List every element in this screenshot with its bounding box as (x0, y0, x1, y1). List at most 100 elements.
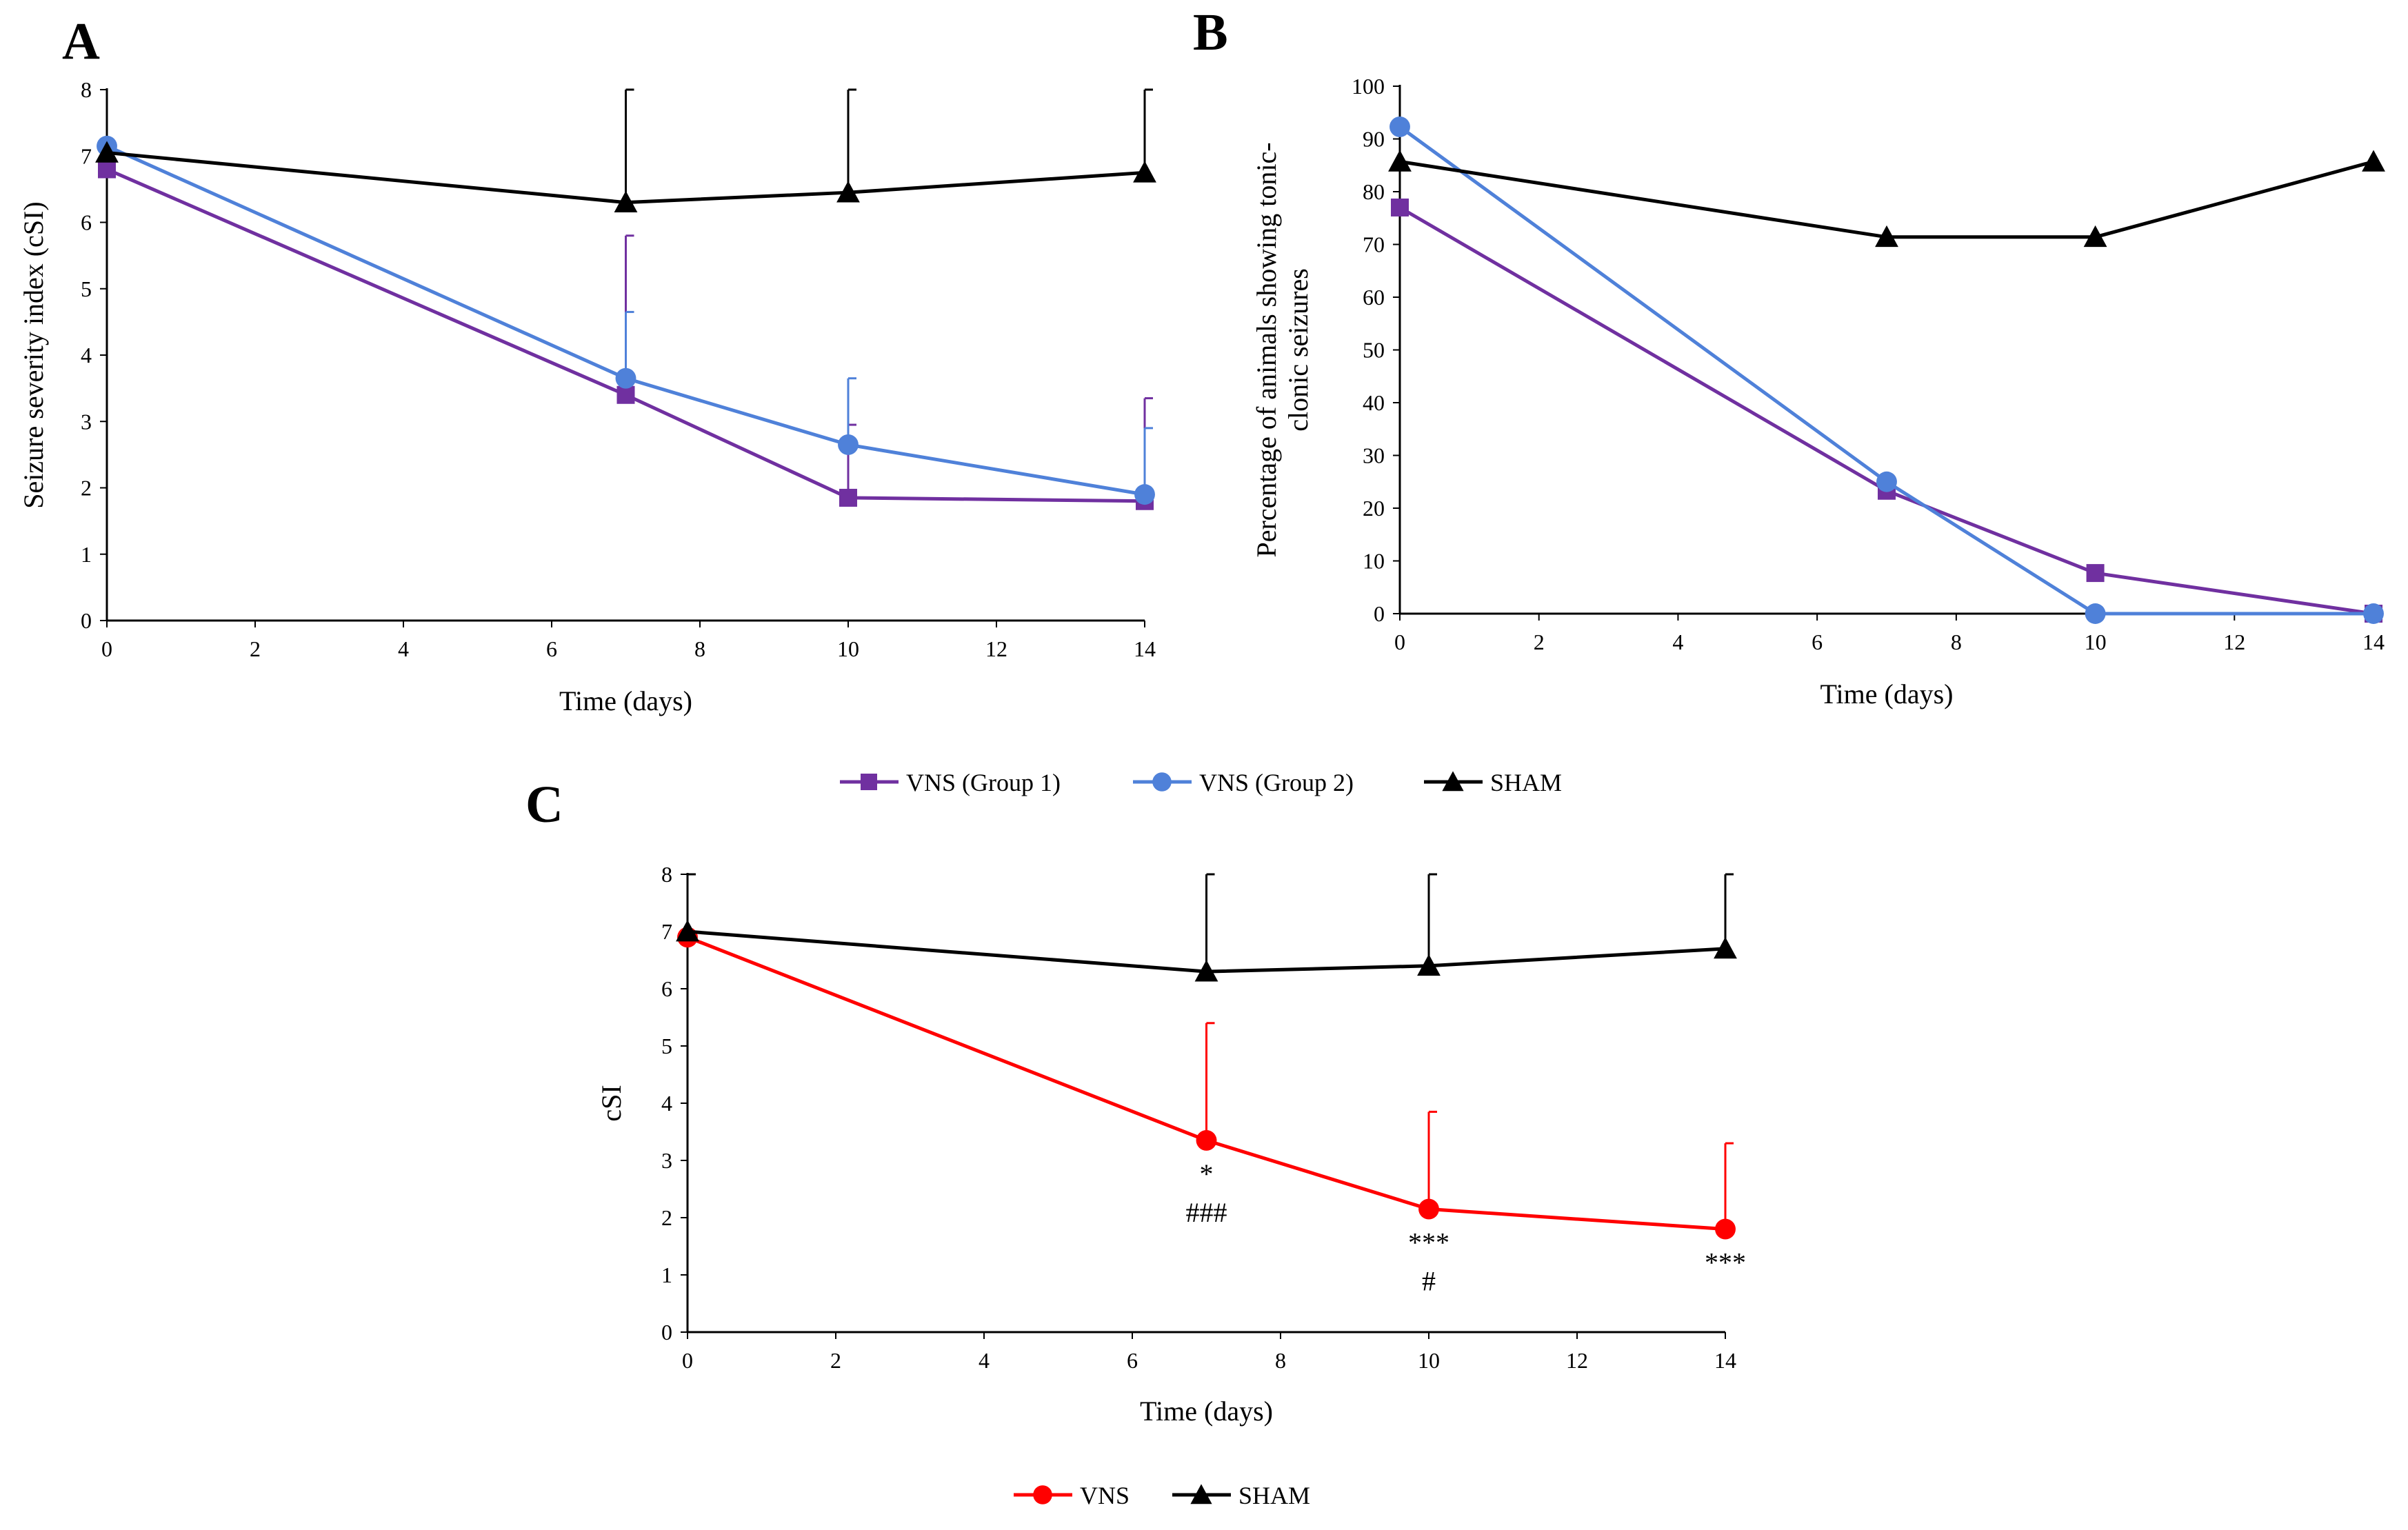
y-tick-label: 100 (1352, 74, 1385, 99)
y-tick-label: 20 (1363, 496, 1385, 521)
x-tick-label: 4 (398, 636, 409, 661)
series-line-vns (687, 935, 1726, 1231)
series-line-sham (106, 150, 1145, 205)
series-line-vns-group-2 (106, 144, 1145, 496)
significance-annotation: *** (1705, 1247, 1746, 1278)
y-tick-label: 1 (661, 1262, 672, 1287)
x-tick-label: 12 (985, 636, 1007, 661)
panel-letter: C (525, 776, 563, 834)
data-point-vns-group-1 (2086, 564, 2105, 583)
x-tick-label: 8 (694, 636, 705, 661)
data-point-vns-group-2 (615, 368, 636, 389)
y-tick-label: 4 (81, 343, 92, 368)
y-axis-label: clonic seizures (1283, 268, 1314, 432)
legend-marker (861, 774, 877, 790)
x-axis-label: Time (days) (559, 685, 692, 716)
panel-letter: B (1193, 3, 1228, 61)
x-tick-label: 2 (1534, 630, 1545, 654)
legend-marker (1190, 1484, 1212, 1504)
x-tick-label: 6 (1812, 630, 1823, 654)
y-tick-label: 30 (1363, 443, 1385, 468)
data-point-vns-group-2 (838, 434, 859, 455)
legend-label: VNS (Group 1) (906, 769, 1061, 796)
legend-label: VNS (1080, 1482, 1130, 1509)
y-tick-label: 0 (81, 608, 92, 633)
chart-panel-b: B 0 10 20 30 40 50 60 70 80 90 100 0 2 4 6 8 10 12 14 Time (… (1193, 3, 2385, 709)
data-point-vns-group-1 (839, 488, 857, 507)
y-tick-label: 2 (661, 1205, 672, 1230)
series-line-sham (1399, 159, 2374, 239)
y-axis-label: Percentage of animals showing tonic- (1251, 142, 1282, 557)
x-tick-label: 14 (1714, 1348, 1736, 1373)
y-tick-label: 7 (81, 143, 92, 168)
data-point-sham (1388, 150, 1412, 172)
x-axis-label: Time (days) (1140, 1396, 1273, 1427)
x-tick-label: 10 (2085, 630, 2107, 654)
legend-marker (1033, 1485, 1052, 1504)
y-axis-label: cSI (596, 1085, 627, 1121)
data-point-vns (1196, 1130, 1217, 1151)
y-tick-label: 70 (1363, 232, 1385, 257)
series-line-vns-group-1 (1398, 205, 2374, 616)
legend-label: SHAM (1490, 769, 1562, 796)
data-point-sham (1417, 954, 1441, 976)
y-tick-label: 4 (661, 1091, 672, 1116)
data-point-vns-group-2 (2363, 603, 2384, 624)
x-tick-label: 14 (1134, 636, 1156, 661)
y-tick-label: 7 (661, 919, 672, 944)
x-tick-label: 4 (1672, 630, 1683, 654)
series-line-sham (687, 929, 1726, 974)
y-tick-label: 40 (1363, 390, 1385, 415)
y-tick-label: 1 (81, 542, 92, 567)
data-point-vns-group-2 (1876, 471, 1897, 492)
significance-annotation: *** (1408, 1227, 1449, 1258)
x-tick-label: 2 (830, 1348, 841, 1373)
data-point-sham (1875, 225, 1898, 248)
data-point-sham (1714, 937, 1737, 959)
y-tick-label: 10 (1363, 549, 1385, 574)
legend-legend-c: VNS SHAM (1014, 1482, 1310, 1509)
y-tick-label: 5 (661, 1034, 672, 1058)
significance-annotation: ### (1186, 1197, 1227, 1228)
data-point-vns-group-2 (1134, 484, 1155, 505)
x-tick-label: 10 (837, 636, 859, 661)
data-point-sham (95, 141, 119, 163)
x-tick-label: 8 (1951, 630, 1962, 654)
y-axis-label: Seizure severity index (cSI) (18, 201, 49, 508)
x-tick-label: 12 (2223, 630, 2245, 654)
x-tick-label: 14 (2362, 630, 2385, 654)
series-line-vns-group-1 (106, 168, 1145, 503)
significance-annotation: # (1422, 1266, 1436, 1297)
y-tick-label: 6 (661, 976, 672, 1001)
y-tick-label: 5 (81, 276, 92, 301)
legend-marker (1152, 772, 1172, 792)
data-point-vns (1715, 1218, 1736, 1240)
x-axis-label: Time (days) (1820, 678, 1954, 709)
y-tick-label: 3 (81, 409, 92, 434)
y-tick-label: 8 (661, 862, 672, 887)
x-tick-label: 2 (250, 636, 261, 661)
data-point-sham (2362, 150, 2385, 172)
x-tick-label: 10 (1418, 1348, 1440, 1373)
y-tick-label: 2 (81, 476, 92, 501)
data-point-sham (676, 920, 699, 942)
x-tick-label: 12 (1566, 1348, 1588, 1373)
y-tick-label: 80 (1363, 179, 1385, 204)
data-point-vns-group-2 (2085, 603, 2106, 624)
data-point-vns-group-1 (616, 385, 635, 404)
data-point-vns-group-1 (1391, 198, 1409, 217)
legend-label: SHAM (1238, 1482, 1310, 1509)
y-tick-label: 8 (81, 77, 92, 102)
x-tick-label: 0 (682, 1348, 693, 1373)
x-tick-label: 0 (1394, 630, 1405, 654)
legend-legend-ab: VNS (Group 1) VNS (Group 2) SHAM (840, 769, 1562, 796)
x-tick-label: 6 (546, 636, 557, 661)
data-point-sham (836, 181, 860, 203)
data-point-vns-group-2 (1389, 116, 1410, 137)
y-tick-label: 3 (661, 1148, 672, 1173)
y-tick-label: 50 (1363, 338, 1385, 363)
y-tick-label: 6 (81, 210, 92, 235)
